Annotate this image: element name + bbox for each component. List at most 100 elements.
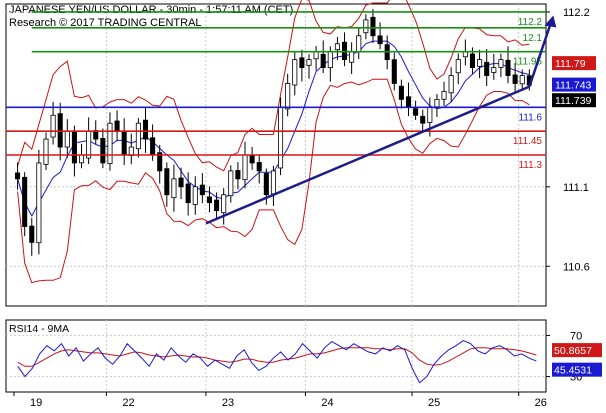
candle-body xyxy=(221,194,227,214)
candle-body xyxy=(334,43,340,51)
candle-body xyxy=(356,35,362,53)
candle-body xyxy=(420,115,426,124)
candle-body xyxy=(313,51,319,60)
rsi-panel-frame xyxy=(5,319,547,393)
candle-body xyxy=(64,130,70,148)
candle-body xyxy=(306,59,312,66)
candle-body xyxy=(256,162,262,172)
candle-body xyxy=(157,152,163,172)
candle-body xyxy=(43,138,49,165)
candle-body xyxy=(469,53,476,68)
y-tick-label: 111.1 xyxy=(563,182,589,194)
last-price-tag-bg xyxy=(552,93,596,108)
x-tick-label: 25 xyxy=(428,397,440,409)
candle-body xyxy=(299,57,305,68)
candle-body xyxy=(398,85,404,100)
candle-body xyxy=(22,176,28,227)
candle-body xyxy=(192,186,198,205)
candle-body xyxy=(270,170,276,195)
rsi-ma-value-tag: 50.8657 xyxy=(554,345,592,357)
level-label-target: 111.95 xyxy=(513,57,543,68)
rsi-ma-value-tag-bg xyxy=(552,343,602,358)
candle-body xyxy=(178,177,184,188)
projection-arrow-shaft xyxy=(528,21,553,88)
y-tick-label: 112.2 xyxy=(563,7,590,19)
candle-body xyxy=(391,59,397,84)
ma-price-tag: 111.743 xyxy=(555,80,592,92)
rsi-value-tag: 45.4531 xyxy=(554,365,592,377)
candle-body xyxy=(448,75,454,94)
candle-body xyxy=(413,108,419,116)
last-price-tag: 111.739 xyxy=(555,95,592,107)
bollinger-bands xyxy=(17,0,530,284)
candle-body xyxy=(278,106,284,169)
level-label-resistance: 111.45 xyxy=(513,136,543,147)
candle-body xyxy=(15,172,21,180)
candle-body xyxy=(214,199,220,212)
trendline xyxy=(205,85,530,225)
candle-body xyxy=(57,113,63,148)
candle-body xyxy=(235,170,241,180)
candle-body xyxy=(320,53,326,68)
candle-body xyxy=(199,184,205,196)
price-levels: 112.2 12.1 111.95 111.6 111.45 111.3 xyxy=(6,11,546,171)
candle-body xyxy=(50,114,56,138)
candle-body xyxy=(228,170,234,197)
candle-body xyxy=(512,74,518,84)
level-label-target: 12.1 xyxy=(523,33,543,44)
candle-body xyxy=(405,96,412,108)
rsi-ma-line xyxy=(17,347,537,367)
rsi-line xyxy=(17,340,537,384)
candle-body xyxy=(164,168,170,196)
candle-body xyxy=(142,119,149,140)
candle-body xyxy=(505,59,511,76)
candle-body xyxy=(491,67,497,73)
x-tick-label: 23 xyxy=(222,397,234,409)
candle-body xyxy=(349,51,355,63)
x-tick-label: 24 xyxy=(321,397,333,409)
candle-body xyxy=(519,75,525,85)
candle-body xyxy=(185,183,191,204)
trendline-group xyxy=(205,15,557,225)
candle-body xyxy=(71,130,77,164)
candle-body xyxy=(114,120,120,132)
candle-body xyxy=(29,225,35,243)
candle-body xyxy=(498,59,504,68)
grid-lines xyxy=(6,4,550,396)
candle-body xyxy=(107,122,113,164)
candle-body xyxy=(249,155,255,164)
candle-body xyxy=(455,59,461,74)
candle-body xyxy=(377,35,383,45)
candle-body xyxy=(121,131,127,156)
x-tick-label: 26 xyxy=(535,397,547,409)
candle-body xyxy=(86,130,92,159)
candle-body xyxy=(285,83,291,110)
candle-body xyxy=(100,137,106,164)
candle-body xyxy=(263,172,269,196)
candle-body xyxy=(434,98,440,108)
candle-body xyxy=(171,178,177,199)
resistance-price-tag-bg xyxy=(552,56,596,71)
candle-body xyxy=(370,16,376,37)
candle-body xyxy=(206,196,213,204)
level-label-resistance: 111.3 xyxy=(518,160,542,171)
candle-body xyxy=(36,162,42,244)
candle-body xyxy=(441,91,447,100)
rsi-title: RSI14 - 9MA xyxy=(9,323,69,335)
candle-body xyxy=(78,154,85,164)
candlesticks xyxy=(15,8,532,256)
projection-arrow-head xyxy=(544,15,557,28)
candle-body xyxy=(427,106,433,123)
rsi-value-tag-bg xyxy=(552,362,602,377)
y-tick-label: 110.6 xyxy=(563,261,590,273)
chart-subtitle: Research © 2017 TRADING CENTRAL xyxy=(9,17,202,29)
candle-body xyxy=(484,61,490,76)
rsi-tick-label: 70 xyxy=(570,330,582,342)
x-tick-label: 19 xyxy=(30,397,42,409)
axis-labels: 19 22 23 24 25 26 111.79 111.743 111.739 112.2 111… xyxy=(30,7,596,409)
resistance-price-tag: 111.79 xyxy=(555,58,586,70)
candle-body xyxy=(150,137,156,156)
candle-body xyxy=(242,154,248,181)
candle-body xyxy=(292,59,298,86)
